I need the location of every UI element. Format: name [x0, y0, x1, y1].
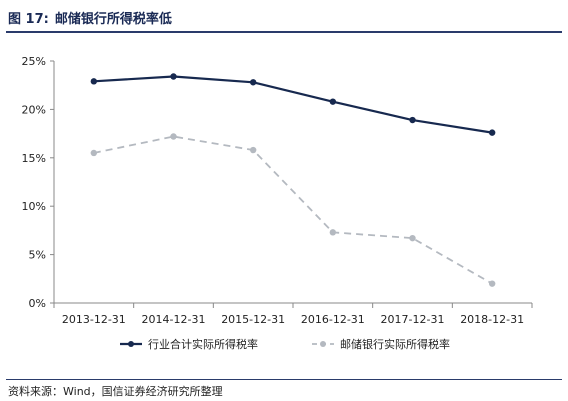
legend-swatch-marker: [128, 341, 134, 347]
figure-title: 邮储银行所得税率低: [54, 11, 172, 27]
series-2-point: [488, 280, 496, 287]
series-2-point: [90, 149, 98, 157]
figure-header: 图 17: 邮储银行所得税率低: [8, 6, 172, 28]
y-tick-label: 20%: [22, 103, 46, 116]
legend-label: 邮储银行实际所得税率: [340, 337, 450, 351]
y-tick-label: 10%: [22, 200, 46, 213]
y-tick-label: 5%: [29, 249, 46, 262]
x-tick-label: 2016-12-31: [301, 313, 365, 326]
x-tick-label: 2013-12-31: [62, 313, 126, 326]
source-note: 资料来源：Wind，国信证券经济研究所整理: [8, 385, 223, 398]
y-tick-label: 15%: [22, 152, 46, 165]
x-tick-label: 2015-12-31: [221, 313, 285, 326]
x-tick-label: 2014-12-31: [142, 313, 206, 326]
series-2-point: [329, 229, 337, 236]
series-1-point: [170, 73, 177, 80]
series-1-point: [249, 79, 257, 86]
header-rule: [6, 31, 562, 33]
series-2-point: [249, 146, 257, 154]
footer-rule: [6, 379, 562, 380]
series-2-point: [170, 133, 177, 140]
line-chart: 0% 5% 10% 15% 20% 25% 2013-12-31 2014-12-31 2015…: [22, 55, 533, 351]
x-tick-label: 2018-12-31: [460, 313, 524, 326]
series-1-point: [409, 116, 416, 124]
figure-number: 图 17:: [8, 11, 49, 27]
y-tick-label: 0%: [29, 297, 46, 310]
series-line-2: [93, 135, 493, 285]
y-tick-label: 25%: [22, 55, 46, 68]
chart-area: 0% 5% 10% 15% 20% 25% 2013-12-31 2014-12-31 2015…: [0, 40, 568, 375]
legend-swatch-marker: [320, 341, 326, 347]
x-tick-label: 2017-12-31: [381, 313, 445, 326]
legend-label: 行业合计实际所得税率: [148, 337, 258, 351]
series-1-point: [329, 98, 337, 105]
series-1-point: [90, 78, 98, 85]
series-2-point: [409, 234, 416, 242]
series-line-1: [93, 75, 493, 134]
series-1-point: [488, 129, 496, 136]
